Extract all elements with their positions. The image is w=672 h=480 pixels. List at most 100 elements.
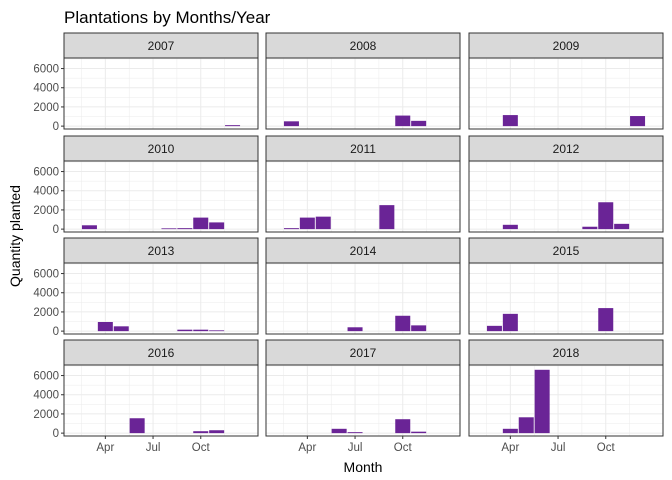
x-axis-title: Month (344, 459, 383, 475)
y-axis-title: Quantity planted (7, 185, 23, 287)
bar-2012-0 (502, 224, 518, 230)
bar-2014-0 (347, 327, 363, 332)
plot-area (64, 365, 258, 436)
y-tick-label: 4000 (33, 390, 59, 402)
bar-2017-2 (395, 419, 411, 434)
facet-panel-2008: 2008 (265, 32, 461, 130)
bar-2016-2 (209, 430, 225, 434)
facet-strip-label: 2008 (350, 39, 377, 53)
facet-panel-2010: 2010 0 2000 4000 6000 (33, 135, 259, 236)
plot-area (469, 161, 663, 232)
x-tick-label: Jul (146, 442, 161, 454)
y-tick-label: 4000 (33, 288, 59, 300)
facet-panels: 2007 0 2000 4000 6000 2008 2009 2010 0 2000 4000 60… (33, 32, 664, 454)
facet-strip-label: 2017 (350, 346, 377, 360)
x-tick-label: Oct (394, 442, 413, 454)
bar-2013-3 (193, 329, 209, 332)
y-tick-label: 0 (53, 121, 59, 133)
facet-panel-2018: 2018 Apr Jul Oct (468, 339, 664, 454)
facet-panel-2013: 2013 0 2000 4000 6000 (33, 237, 259, 338)
bar-2016-1 (193, 431, 209, 434)
plot-area (266, 263, 460, 334)
facet-panel-2009: 2009 (468, 32, 664, 130)
bar-2010-3 (193, 217, 209, 230)
facet-strip (468, 32, 664, 59)
panel-border (468, 262, 664, 335)
bar-2012-3 (614, 223, 630, 230)
panel-border (63, 160, 259, 233)
facet-panel-2016: 2016 0 2000 4000 6000 Apr Jul Oct (33, 339, 259, 454)
bar-2017-3 (411, 431, 427, 434)
bar-2009-1 (630, 116, 646, 127)
facet-panel-2007: 2007 0 2000 4000 6000 (33, 32, 259, 133)
bar-2008-1 (395, 115, 411, 127)
y-tick-label: 4000 (33, 83, 59, 95)
facet-strip-label: 2016 (148, 346, 175, 360)
bar-2015-2 (598, 308, 614, 332)
x-tick-label: Jul (551, 442, 566, 454)
bar-2011-3 (379, 205, 395, 230)
bar-2011-0 (283, 228, 299, 230)
panel-border (468, 160, 664, 233)
panel-border (265, 364, 461, 437)
plot-area (64, 161, 258, 232)
bar-2017-1 (347, 432, 363, 434)
bar-2013-2 (177, 329, 193, 332)
bar-2018-0 (502, 428, 518, 434)
bar-2010-2 (177, 228, 193, 230)
x-tick-label: Apr (96, 442, 114, 454)
plot-area (64, 263, 258, 334)
facet-strip-label: 2007 (148, 39, 175, 53)
panel-border (63, 262, 259, 335)
x-tick-label: Apr (501, 442, 519, 454)
panel-border (63, 57, 259, 130)
bar-2010-4 (209, 222, 225, 230)
plot-area (266, 365, 460, 436)
x-tick-label: Apr (298, 442, 316, 454)
y-tick-label: 6000 (33, 64, 59, 76)
facet-strip-label: 2011 (350, 142, 376, 156)
bar-2007-0 (225, 125, 241, 127)
panel-border (265, 262, 461, 335)
bar-2015-0 (486, 325, 502, 332)
bar-2017-0 (331, 428, 347, 434)
chart-title: Plantations by Months/Year (64, 8, 271, 27)
facet-strip (63, 32, 259, 59)
y-tick-label: 4000 (33, 186, 59, 198)
y-tick-label: 0 (53, 224, 59, 236)
facet-strip (63, 237, 259, 264)
bar-2018-2 (534, 369, 550, 434)
x-tick-label: Jul (348, 442, 363, 454)
plot-area (266, 58, 460, 129)
bar-2013-0 (97, 322, 113, 332)
facet-strip-label: 2018 (553, 346, 580, 360)
facet-strip (468, 237, 664, 264)
plot-area (469, 263, 663, 334)
panel-border (468, 364, 664, 437)
x-tick-label: Oct (597, 442, 616, 454)
y-tick-label: 0 (53, 428, 59, 440)
facet-panel-2011: 2011 (265, 135, 461, 233)
panel-border (265, 160, 461, 233)
facet-strip (265, 237, 461, 264)
bar-2010-0 (81, 225, 97, 230)
x-tick-label: Oct (192, 442, 211, 454)
y-tick-label: 2000 (33, 205, 59, 217)
facet-panel-2012: 2012 (468, 135, 664, 233)
bar-2008-0 (283, 121, 299, 127)
bar-2010-1 (161, 228, 177, 230)
facet-panel-2015: 2015 (468, 237, 664, 335)
facet-strip-label: 2012 (553, 142, 580, 156)
y-tick-label: 6000 (33, 269, 59, 281)
panel-border (468, 57, 664, 130)
plot-area (64, 58, 258, 129)
bar-2012-1 (582, 226, 598, 230)
facet-strip-label: 2015 (553, 244, 580, 258)
plot-area (469, 365, 663, 436)
y-tick-label: 2000 (33, 409, 59, 421)
plot-area (266, 161, 460, 232)
y-tick-label: 6000 (33, 371, 59, 383)
bar-2014-2 (411, 325, 427, 332)
facet-strip (63, 339, 259, 366)
